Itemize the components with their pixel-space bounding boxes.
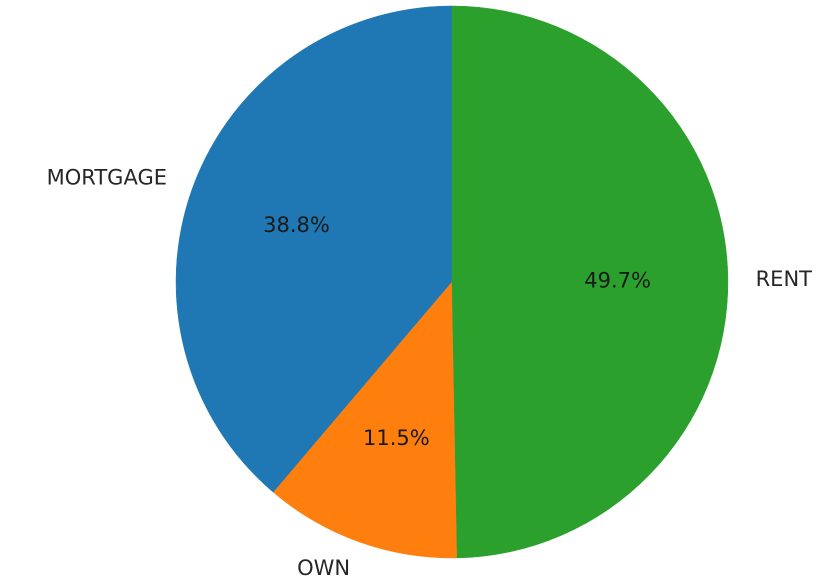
slice-label-own: OWN	[297, 556, 350, 580]
pie-slices	[175, 5, 729, 559]
pie-slice-mortgage	[175, 5, 453, 493]
pct-label-rent: 49.7%	[584, 268, 651, 292]
pie-slice-rent	[451, 5, 729, 559]
pct-label-mortgage: 38.8%	[263, 213, 330, 237]
slice-label-mortgage: MORTGAGE	[47, 165, 167, 189]
slice-label-rent: RENT	[756, 267, 813, 291]
pie-labels: MORTGAGE OWN RENT 38.8% 11.5% 49.7%	[47, 165, 813, 580]
pct-label-own: 11.5%	[363, 426, 430, 450]
pie-slice-own	[273, 281, 458, 559]
